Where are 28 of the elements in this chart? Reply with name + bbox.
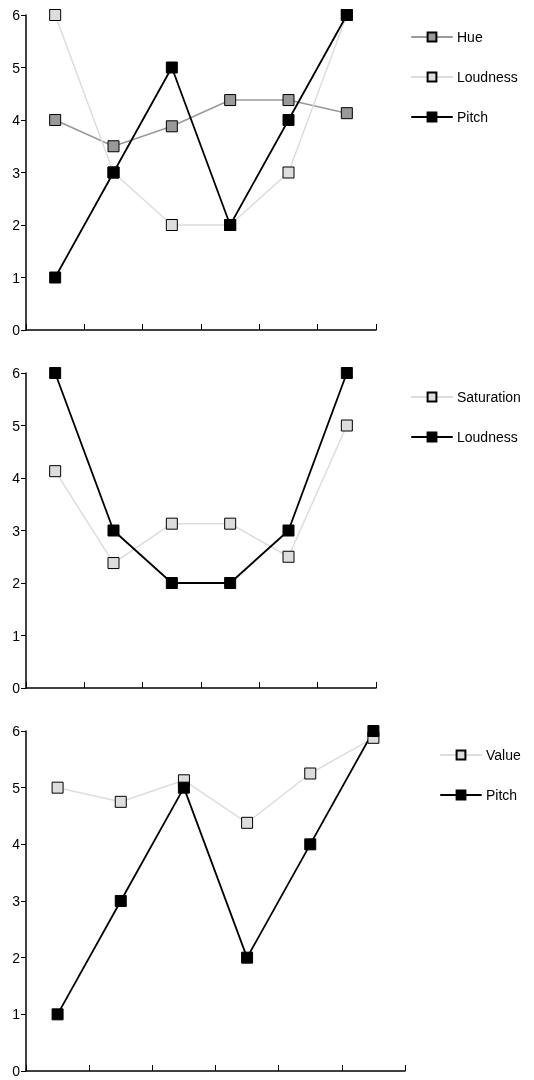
y-tick-label: 5: [12, 417, 21, 434]
y-tick-label: 3: [12, 893, 21, 909]
legend-label: Saturation: [457, 389, 521, 405]
y-tick-label: 4: [12, 836, 21, 853]
legend-label: Loudness: [457, 429, 518, 445]
y-tick-label: 2: [12, 949, 21, 966]
y-tick-label: 6: [12, 365, 21, 381]
y-tick-label: 3: [12, 522, 21, 539]
y-tick-label: 6: [12, 723, 21, 739]
y-tick-label: 0: [12, 322, 21, 338]
y-tick-label: 3: [12, 164, 21, 181]
y-tick-label: 1: [12, 627, 21, 644]
y-tick-label: 1: [12, 1006, 21, 1023]
y-tick-label: 4: [12, 470, 21, 486]
y-tick-label: 5: [12, 779, 21, 796]
y-tick-label: 4: [12, 112, 21, 128]
legend-label: Loudness: [457, 69, 518, 85]
legend-label: Value: [486, 747, 521, 763]
legend-label: Pitch: [486, 787, 518, 803]
y-tick-label: 1: [12, 269, 21, 286]
y-tick-label: 2: [12, 217, 21, 233]
legend-label: Pitch: [457, 109, 489, 125]
y-tick-label: 0: [12, 680, 21, 696]
y-tick-label: 0: [12, 1063, 21, 1079]
y-tick-label: 2: [12, 575, 21, 591]
y-tick-label: 6: [12, 7, 21, 23]
y-tick-label: 5: [12, 59, 21, 76]
legend-label: Hue: [457, 29, 483, 45]
